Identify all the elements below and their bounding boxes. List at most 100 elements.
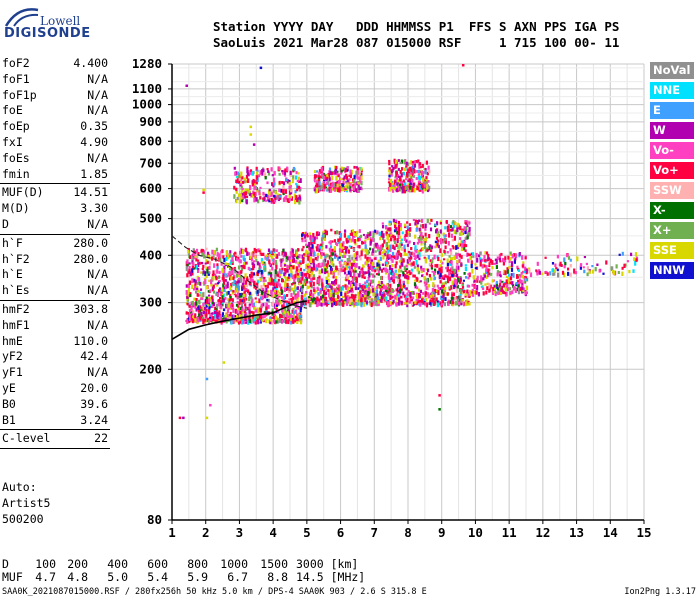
- echo-point: [208, 297, 211, 300]
- echo-point: [325, 291, 328, 295]
- echo-point: [424, 232, 427, 237]
- legend-item-x: X+: [650, 222, 694, 239]
- echo-point: [518, 252, 521, 256]
- echo-point: [299, 277, 302, 281]
- echo-point: [464, 293, 467, 296]
- echo-point: [261, 287, 264, 290]
- echo-point: [281, 304, 284, 310]
- echo-point: [429, 299, 432, 303]
- echo-point: [430, 294, 433, 298]
- echo-point: [402, 284, 405, 288]
- echo-point: [349, 172, 353, 175]
- echo-point: [427, 293, 430, 299]
- echo-point: [507, 255, 510, 260]
- sparse-echo-point: [185, 84, 188, 87]
- echo-point: [518, 282, 521, 287]
- echo-point: [368, 256, 371, 262]
- echo-point: [448, 286, 451, 289]
- echo-point: [339, 232, 343, 238]
- echo-point: [484, 283, 487, 286]
- echo-point: [409, 272, 412, 276]
- echo-point: [287, 291, 290, 294]
- echo-point: [202, 292, 205, 297]
- echo-point: [525, 285, 529, 291]
- echo-point: [212, 302, 215, 306]
- echo-point: [242, 180, 245, 184]
- echo-point: [399, 235, 402, 239]
- echo-point: [351, 238, 354, 242]
- echo-point: [286, 269, 289, 273]
- echo-point: [215, 247, 218, 252]
- echo-point: [476, 278, 479, 283]
- echo-point: [410, 176, 413, 179]
- echo-point: [282, 189, 285, 194]
- echo-point: [256, 261, 259, 266]
- echo-point: [187, 248, 190, 252]
- echo-point: [278, 188, 281, 193]
- station-header: Station YYYY DAY DDD HHMMSS P1 FFS S AXN…: [213, 19, 619, 51]
- legend-item-noval: NoVal: [650, 62, 694, 79]
- echo-point: [433, 254, 436, 260]
- echo-point: [187, 283, 190, 289]
- echo-point: [344, 261, 347, 266]
- echo-point: [505, 291, 508, 297]
- echo-point: [495, 280, 498, 285]
- echo-point: [342, 244, 345, 250]
- echo-point: [302, 245, 305, 249]
- echo-point: [185, 290, 188, 295]
- echo-point: [508, 259, 511, 263]
- echo-point: [220, 262, 223, 266]
- echo-point: [280, 258, 283, 264]
- echo-point: [332, 182, 336, 188]
- echo-point: [499, 260, 502, 263]
- echo-point: [234, 308, 237, 314]
- echo-point: [341, 249, 344, 253]
- echo-point: [397, 302, 400, 306]
- echo-point: [265, 303, 268, 308]
- echo-point: [435, 297, 438, 302]
- echo-point: [551, 268, 555, 273]
- echo-point: [394, 276, 397, 279]
- echo-point: [345, 173, 348, 177]
- echo-point: [339, 186, 343, 190]
- echo-point: [270, 316, 273, 319]
- echo-point: [406, 259, 409, 264]
- echo-point: [495, 259, 498, 265]
- echo-point: [291, 296, 295, 301]
- echo-point: [280, 269, 283, 274]
- echo-point: [246, 251, 249, 256]
- echo-point: [364, 294, 367, 298]
- echo-point: [221, 302, 224, 305]
- echo-point: [434, 240, 437, 244]
- echo-point: [315, 290, 318, 293]
- echo-point: [479, 258, 482, 263]
- echo-point: [634, 252, 638, 257]
- echo-point: [544, 256, 547, 259]
- echo-point: [358, 273, 361, 278]
- echo-point: [482, 272, 486, 276]
- distance-label: D: [2, 557, 9, 571]
- echo-point: [248, 188, 251, 193]
- echo-point: [323, 237, 326, 241]
- echo-point: [262, 282, 266, 287]
- echo-point: [276, 273, 279, 277]
- echo-point: [244, 310, 247, 314]
- echo-point: [218, 253, 221, 258]
- echo-point: [408, 241, 411, 244]
- echo-point: [377, 273, 380, 276]
- echo-point: [364, 247, 367, 253]
- echo-point: [328, 255, 331, 260]
- param-name: hmE: [2, 333, 23, 348]
- echo-point: [299, 178, 302, 183]
- echo-point: [367, 263, 370, 267]
- y-tick-label: 800: [139, 133, 162, 148]
- echo-point: [237, 285, 240, 291]
- sparse-echo-point: [178, 416, 182, 420]
- muf-distance-table: D 100 200 400 600 800 1000 1500 3000 [km] MUF 4.7…: [2, 558, 365, 584]
- echo-point: [361, 248, 364, 252]
- echo-point: [509, 281, 512, 285]
- echo-point: [264, 176, 267, 180]
- echo-point: [447, 299, 450, 302]
- echo-point: [246, 306, 249, 311]
- echo-point: [414, 245, 417, 251]
